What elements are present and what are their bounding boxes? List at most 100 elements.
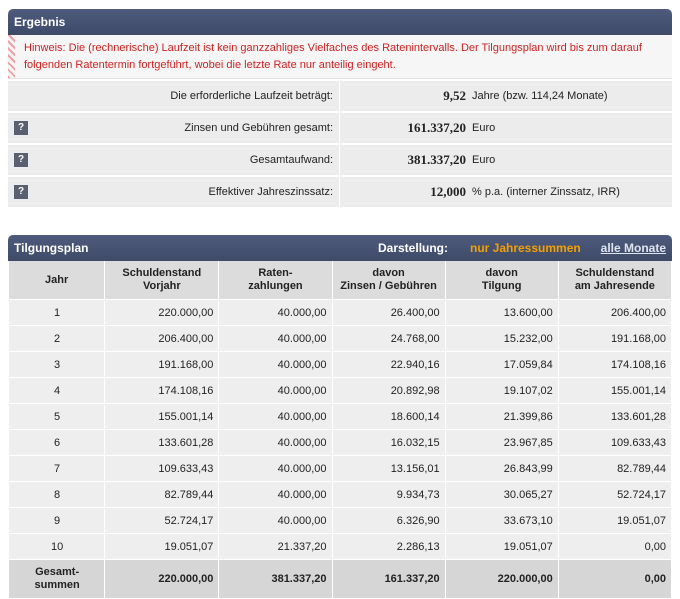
result-row: ? Gesamtaufwand: 381.337,20 Euro [8,143,672,175]
result-label: ? Effektiver Jahreszinssatz: [8,177,340,207]
result-row: ? Effektiver Jahreszinssatz: 12,000 % p.a. … [8,175,672,207]
table-row: 3 191.168,00 40.000,00 22.940,16 17.059,84 17… [9,352,671,377]
column-header: davon Zinsen / Gebühren [332,261,445,299]
table-cell: 2 [9,326,105,351]
table-cell: 40.000,00 [219,378,332,403]
table-cell: 15.232,00 [445,326,558,351]
table-row: 9 52.724,17 40.000,00 6.326,90 33.673,10 19.0… [9,508,671,533]
column-header: Schuldenstand am Jahresende [558,261,671,299]
column-header-line: Zinsen / Gebühren [340,280,437,292]
table-cell: 19.051,07 [445,534,558,559]
table-cell: 3 [9,352,105,377]
table-cell: 1 [9,300,105,325]
table-cell: 24.768,00 [332,326,445,351]
result-unit: Euro [472,122,496,134]
table-cell: 82.789,44 [558,456,671,481]
table-cell: 18.600,14 [332,404,445,429]
result-unit: % p.a. (interner Zinssatz, IRR) [472,186,620,198]
table-cell: 9 [9,508,105,533]
column-header-line: Tilgung [481,280,522,292]
ergebnis-header: Ergebnis [8,9,672,35]
sum-row: Gesamt-summen 220.000,00 381.337,20 161.337… [9,560,671,598]
result-label: ? Zinsen und Gebühren gesamt: [8,113,340,143]
table-row: 2 206.400,00 40.000,00 24.768,00 15.232,00 19… [9,326,671,351]
table-row: 5 155.001,14 40.000,00 18.600,14 21.399,86 13… [9,404,671,429]
table-cell: 19.051,07 [105,534,219,559]
option-alle-monate-link[interactable]: alle Monate [600,241,666,255]
table-row: 10 19.051,07 21.337,20 2.286,13 19.051,07 0,0… [9,534,671,559]
table-cell: 9.934,73 [332,482,445,507]
result-unit: Euro [472,154,496,166]
table-cell: 206.400,00 [558,300,671,325]
table-cell: 26.843,99 [445,456,558,481]
help-icon[interactable]: ? [14,121,28,135]
tilgungsplan-title: Tilgungsplan [14,241,89,255]
table-cell: 21.399,86 [445,404,558,429]
column-header-line: davon [485,267,518,279]
result-label: ? Gesamtaufwand: [8,145,340,175]
table-cell: 13.156,01 [332,456,445,481]
sum-label: Gesamt-summen [9,560,105,598]
table-cell: 0,00 [558,534,671,559]
result-label-text: Gesamtaufwand: [249,154,333,166]
table-cell: 220.000,00 [105,300,219,325]
column-header-line: davon [372,267,405,279]
result-unit: Jahre (bzw. 114,24 Monate) [472,90,608,102]
table-cell: 155.001,14 [558,378,671,403]
result-label-text: Zinsen und Gebühren gesamt: [184,122,333,134]
table-cell: 40.000,00 [219,326,332,351]
result-label-text: Die erforderliche Laufzeit beträgt: [170,90,333,102]
column-header-line: zahlungen [248,280,303,292]
sum-cell: 0,00 [558,560,671,598]
table-cell: 40.000,00 [219,482,332,507]
table-cell: 26.400,00 [332,300,445,325]
laufzeit-notice: Hinweis: Die (rechnerische) Laufzeit ist… [8,35,672,79]
table-cell: 40.000,00 [219,300,332,325]
tilgungsplan-panel: Tilgungsplan Darstellung: nur Jahressumm… [8,235,672,599]
table-cell: 133.601,28 [105,430,219,455]
table-cell: 2.286,13 [332,534,445,559]
help-icon[interactable]: ? [14,185,28,199]
tilgungsplan-header: Tilgungsplan Darstellung: nur Jahressumm… [8,235,672,261]
table-cell: 109.633,43 [105,456,219,481]
table-cell: 40.000,00 [219,456,332,481]
table-cell: 33.673,10 [445,508,558,533]
result-value: 381.337,20 [407,152,467,167]
result-row: Die erforderliche Laufzeit beträgt: 9,52 J… [8,79,672,111]
table-row: 8 82.789,44 40.000,00 9.934,73 30.065,27 52.7… [9,482,671,507]
column-header-line: Schuldenstand [122,267,202,279]
table-cell: 20.892,98 [332,378,445,403]
result-value: 9,52 [443,88,466,103]
result-row: ? Zinsen und Gebühren gesamt: 161.337,20 Eu… [8,111,672,143]
table-cell: 19.107,02 [445,378,558,403]
column-header-line: Schuldenstand [575,267,655,279]
table-cell: 174.108,16 [105,378,219,403]
option-jahressummen: nur Jahressummen [470,241,581,255]
column-header: Raten-zahlungen [219,261,332,299]
table-cell: 21.337,20 [219,534,332,559]
sum-cell: 220.000,00 [445,560,558,598]
table-cell: 10 [9,534,105,559]
table-header-row: Jahr Schuldenstand Vorjahr Raten-zahlungen d… [9,261,671,299]
help-icon[interactable]: ? [14,153,28,167]
table-cell: 191.168,00 [105,352,219,377]
column-header: davon Tilgung [445,261,558,299]
table-cell: 82.789,44 [105,482,219,507]
notice-stripe [8,35,15,78]
table-row: 6 133.601,28 40.000,00 16.032,15 23.967,85 10… [9,430,671,455]
table-cell: 23.967,85 [445,430,558,455]
table-cell: 6 [9,430,105,455]
table-cell: 17.059,84 [445,352,558,377]
column-header-line: Vorjahr [142,280,181,292]
table-cell: 40.000,00 [219,508,332,533]
column-header: Schuldenstand Vorjahr [105,261,219,299]
sum-cell: 220.000,00 [105,560,219,598]
table-cell: 22.940,16 [332,352,445,377]
table-cell: 52.724,17 [558,482,671,507]
sum-label-line: Gesamt- [35,566,80,578]
table-cell: 16.032,15 [332,430,445,455]
sum-label-line: summen [34,579,80,591]
table-cell: 40.000,00 [219,404,332,429]
table-cell: 191.168,00 [558,326,671,351]
table-cell: 13.600,00 [445,300,558,325]
